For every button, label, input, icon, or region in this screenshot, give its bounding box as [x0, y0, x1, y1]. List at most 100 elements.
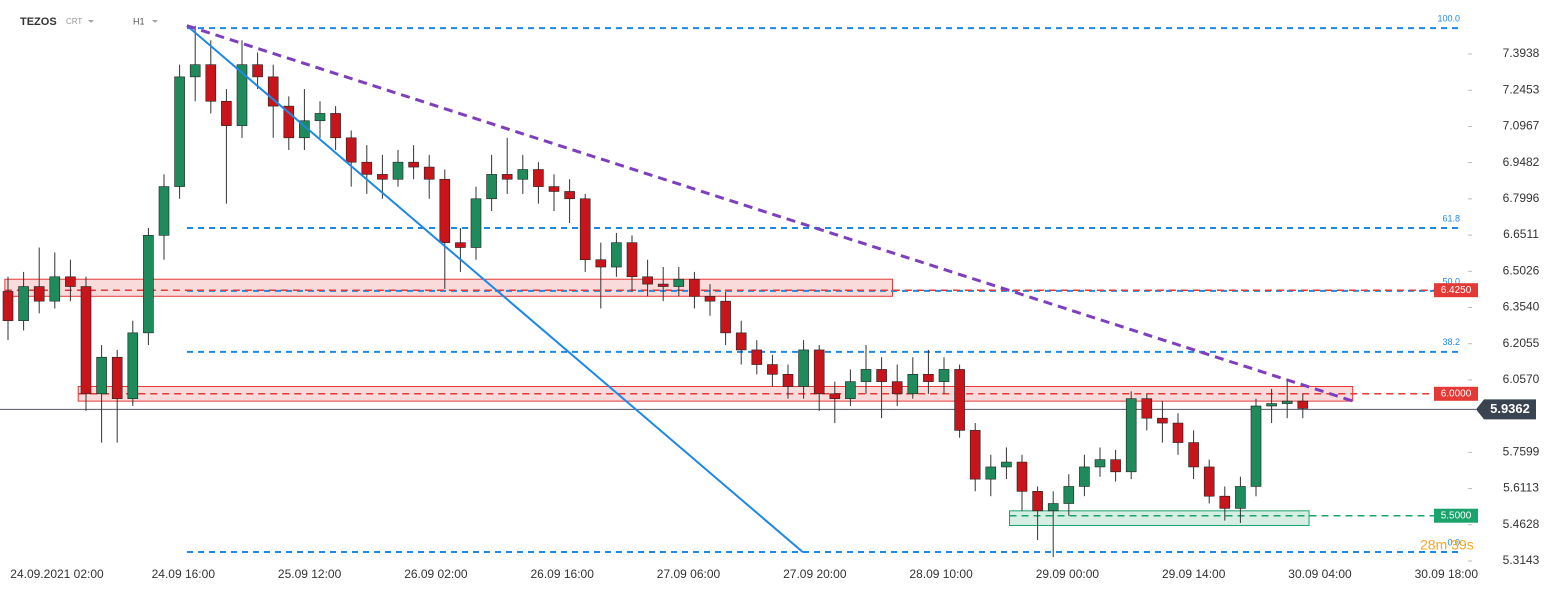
zone [4, 278, 894, 297]
candle-body [1157, 417, 1168, 424]
dropdown-icon[interactable] [88, 20, 94, 23]
fib-label: 0.0 [1447, 537, 1460, 547]
y-tick-label: 6.5026 [1503, 263, 1540, 277]
candle-body [1094, 459, 1106, 468]
candle-body [1203, 466, 1215, 497]
y-tick-label: 6.3540 [1503, 300, 1540, 314]
candle-body [720, 300, 731, 334]
candle-body [1235, 486, 1246, 509]
y-tick-label: 6.7996 [1503, 191, 1540, 205]
candle-body [361, 161, 373, 175]
candle-body [18, 286, 29, 321]
candle-body [611, 242, 622, 268]
candle-body [314, 113, 326, 122]
candle-body [189, 64, 201, 78]
candle-body [579, 198, 591, 261]
candle-body [377, 174, 388, 180]
x-tick-label: 29.09 14:00 [1162, 567, 1226, 581]
last-price-box [1476, 399, 1536, 420]
price-level-box [1434, 386, 1478, 401]
candle-body [283, 105, 295, 139]
candle-body [626, 242, 638, 278]
candle-body [798, 349, 809, 387]
y-tick-label: 6.9482 [1503, 155, 1540, 169]
trendline [186, 24, 804, 554]
x-tick-label: 24.09 16:00 [152, 567, 216, 581]
x-tick-label: 24.09.2021 02:00 [10, 567, 104, 581]
candle-body [1219, 495, 1231, 509]
x-tick-label: 26.09 16:00 [530, 567, 594, 581]
candle-body [455, 242, 466, 248]
x-tick-label: 26.09 02:00 [404, 567, 468, 581]
candle-body [1016, 461, 1028, 492]
candle-body [111, 356, 123, 399]
price-level-label: 6.0000 [1441, 388, 1472, 399]
candle-body [704, 295, 716, 302]
y-tick-label: 5.7599 [1503, 445, 1540, 459]
source[interactable]: CRT [66, 17, 82, 26]
x-tick-label: 27.09 06:00 [657, 567, 721, 581]
x-tick-label: 25.09 12:00 [278, 567, 342, 581]
price-level-label: 6.4250 [1441, 285, 1472, 296]
candle-body [860, 369, 872, 382]
candle-body [735, 332, 747, 351]
candle-body [829, 393, 841, 399]
candle-body [1250, 405, 1262, 487]
candle-body [158, 186, 170, 236]
x-tick-label: 30.09 18:00 [1415, 567, 1479, 581]
candle-body [174, 76, 185, 187]
candle-body [938, 369, 950, 382]
candle-body [345, 137, 357, 163]
candle-body [127, 332, 139, 399]
y-tick-label: 6.6511 [1503, 227, 1539, 241]
candle-body [330, 113, 341, 139]
candle-body [1001, 461, 1012, 468]
interval[interactable]: H1 [133, 16, 145, 26]
x-tick-label: 28.09 10:00 [909, 567, 973, 581]
candle-body [205, 64, 217, 102]
last-price-label: 5.9362 [1490, 401, 1530, 416]
candle-body [564, 191, 575, 200]
candle-body [548, 186, 560, 192]
zone [1009, 510, 1310, 526]
candle-body [1079, 466, 1090, 487]
symbol[interactable]: TEZOS [20, 16, 57, 28]
candle-body [143, 235, 154, 334]
candle-body [80, 286, 92, 395]
candle-body [1125, 398, 1137, 473]
candle-body [782, 374, 794, 387]
candle-body [767, 364, 778, 375]
y-tick-label: 5.6113 [1503, 481, 1539, 495]
countdown: 28m 39s [1420, 537, 1474, 553]
x-tick-label: 27.09 20:00 [783, 567, 847, 581]
candle-body [845, 381, 856, 399]
y-tick-label: 7.2453 [1503, 82, 1540, 96]
candle-body [985, 466, 997, 480]
fib-label: 38.2 [1442, 337, 1460, 347]
candle-body [65, 276, 76, 287]
fib-label: 61.8 [1442, 213, 1460, 223]
candle-body [891, 381, 903, 395]
dropdown-icon[interactable] [152, 20, 158, 23]
candle-body [96, 356, 107, 395]
candle-body [1032, 491, 1043, 512]
candle-body [969, 430, 981, 480]
candle-body [533, 169, 544, 187]
candle-body [486, 174, 497, 200]
candle-body [252, 64, 263, 78]
price-level-box [1434, 508, 1478, 523]
candle-body [236, 64, 248, 126]
candle-body [423, 166, 435, 180]
candle-body [1297, 400, 1309, 409]
candle-body [33, 286, 45, 302]
candle-body [517, 169, 529, 180]
candle-body [689, 278, 700, 297]
candle-body [876, 369, 887, 382]
price-level-label: 5.5000 [1441, 510, 1472, 521]
candle-body [392, 161, 404, 180]
candle-body [221, 100, 232, 126]
candle-body [673, 278, 685, 287]
candle-body [751, 349, 763, 365]
candle-body [657, 283, 669, 287]
